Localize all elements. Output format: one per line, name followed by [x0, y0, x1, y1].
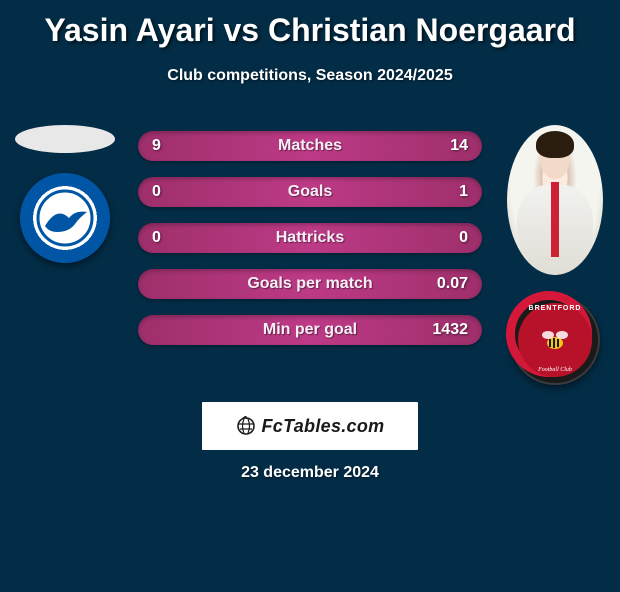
stat-row-goals-per-match: Goals per match 0.07	[138, 269, 482, 299]
player-left-photo	[15, 125, 115, 153]
stat-left-value	[138, 269, 166, 299]
stat-left-value: 9	[138, 131, 175, 161]
stat-right-value: 14	[436, 131, 482, 161]
stat-row-goals: 0 Goals 1	[138, 177, 482, 207]
attribution-brand-text: FcTables.com	[262, 416, 385, 437]
bee-icon	[539, 327, 571, 353]
attribution-badge: FcTables.com	[202, 402, 418, 450]
player-left-column	[0, 125, 130, 263]
player-right-column: BRENTFORD Football Club	[490, 125, 620, 385]
stat-label: Min per goal	[263, 321, 357, 339]
stat-left-value: 0	[138, 177, 175, 207]
comparison-subtitle: Club competitions, Season 2024/2025	[0, 67, 620, 85]
stat-row-matches: 9 Matches 14	[138, 131, 482, 161]
stat-label: Hattricks	[276, 229, 344, 247]
footer-date: 23 december 2024	[0, 464, 620, 482]
stat-label: Matches	[278, 137, 342, 155]
stat-row-hattricks: 0 Hattricks 0	[138, 223, 482, 253]
player-right-photo	[507, 125, 603, 275]
club-badge-brentford: BRENTFORD Football Club	[510, 295, 600, 385]
comparison-body: BRENTFORD Football Club 9 Matches 14 0 G…	[0, 125, 620, 425]
stat-left-value	[138, 315, 166, 345]
stat-right-value: 0	[445, 223, 482, 253]
stat-row-min-per-goal: Min per goal 1432	[138, 315, 482, 345]
fctables-logo-icon	[236, 416, 256, 436]
brentford-badge-bottom-text: Football Club	[518, 367, 592, 373]
stats-table: 9 Matches 14 0 Goals 1 0 Hattricks 0 Goa…	[138, 131, 482, 361]
stat-right-value: 0.07	[423, 269, 482, 299]
seagull-icon	[35, 188, 95, 248]
comparison-title: Yasin Ayari vs Christian Noergaard	[0, 12, 620, 49]
brentford-badge-top-text: BRENTFORD	[518, 305, 592, 312]
club-badge-brighton	[20, 173, 110, 263]
stat-right-value: 1432	[418, 315, 482, 345]
stat-left-value: 0	[138, 223, 175, 253]
stat-label: Goals	[288, 183, 332, 201]
stat-label: Goals per match	[247, 275, 372, 293]
stat-right-value: 1	[445, 177, 482, 207]
